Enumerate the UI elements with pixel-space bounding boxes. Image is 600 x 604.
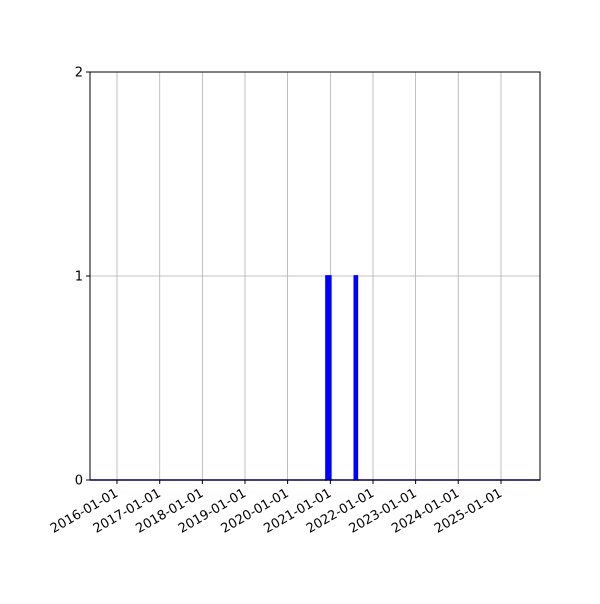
histogram-bar bbox=[325, 275, 332, 481]
bars bbox=[90, 275, 540, 481]
y-axis: 0 1 2 bbox=[75, 66, 90, 489]
y-tick-label: 2 bbox=[75, 66, 83, 81]
grid bbox=[90, 71, 540, 481]
histogram-step-outline bbox=[90, 275, 540, 481]
x-axis: 2016-01-012017-01-012018-01-012019-01-01… bbox=[48, 480, 505, 537]
y-tick-label: 1 bbox=[75, 270, 83, 285]
histogram-bar bbox=[353, 275, 359, 481]
y-tick-label: 0 bbox=[75, 474, 83, 489]
